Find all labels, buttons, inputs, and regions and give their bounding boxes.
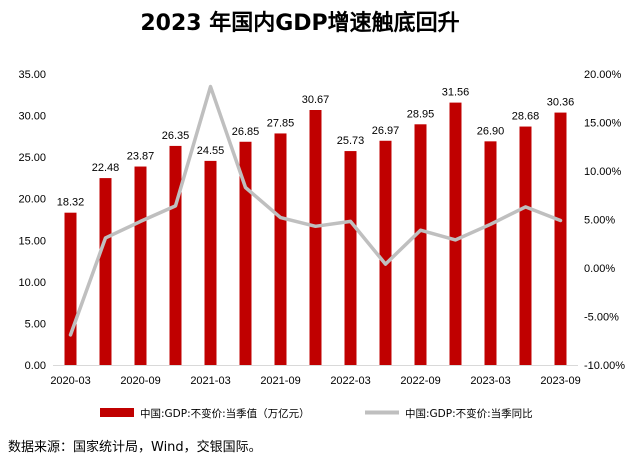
- bar-data-label: 25.73: [337, 135, 365, 147]
- bar: [484, 141, 497, 365]
- bar-data-label: 26.90: [477, 125, 505, 137]
- x-tick-label: 2023-03: [470, 375, 510, 387]
- y-right-tick-label: -10.00%: [584, 360, 625, 372]
- yoy-growth-line: [68, 84, 563, 337]
- y-left-tick-label: 30.00: [18, 111, 46, 123]
- bar-data-label: 28.95: [407, 108, 435, 120]
- x-tick-label: 2020-03: [50, 375, 90, 387]
- bar: [554, 112, 567, 366]
- y-right-tick-label: 20.00%: [584, 69, 622, 81]
- x-tick-label: 2020-09: [120, 375, 160, 387]
- y-left-tick-label: 20.00: [18, 194, 46, 206]
- y-left-tick-label: 10.00: [18, 277, 46, 289]
- x-tick-label: 2021-09: [260, 375, 300, 387]
- bar: [274, 133, 287, 365]
- legend-swatch-bar: [100, 408, 134, 417]
- y-left-tick-label: 5.00: [25, 318, 46, 330]
- y-left-tick-label: 35.00: [18, 69, 46, 81]
- bar-data-label: 18.32: [57, 197, 85, 209]
- bar: [204, 160, 217, 365]
- bar: [309, 110, 322, 365]
- bar-data-label: 26.35: [162, 130, 190, 142]
- bar-data-label: 26.97: [372, 125, 400, 137]
- bar-data-label: 23.87: [127, 151, 155, 163]
- x-tick-label: 2021-03: [190, 375, 230, 387]
- bar: [134, 166, 147, 365]
- bar-data-label: 30.67: [302, 94, 330, 106]
- bar: [449, 102, 462, 366]
- bar-data-label: 27.85: [267, 117, 295, 129]
- y-right-tick-label: -5.00%: [584, 312, 619, 324]
- bar-data-label: 24.55: [197, 145, 225, 157]
- y-left-tick-label: 25.00: [18, 152, 46, 164]
- plot-area: 0.00 5.00 10.00 15.00 20.00 25.00 30.00 35.00 -1…: [18, 69, 625, 387]
- bar-data-label: 31.56: [442, 87, 470, 99]
- bar: [414, 124, 427, 366]
- y-right-tick-label: 15.00%: [584, 118, 622, 130]
- bar: [239, 141, 252, 365]
- y-left-tick-label: 0.00: [25, 360, 46, 372]
- bar: [99, 178, 112, 365]
- source-note: 数据来源：国家统计局，Wind，交银国际。: [8, 439, 262, 455]
- x-tick-label: 2022-09: [400, 375, 440, 387]
- y-left-tick-label: 15.00: [18, 235, 46, 247]
- bar: [344, 151, 357, 365]
- bar-data-label: 26.85: [232, 126, 260, 138]
- x-tick-label: 2022-03: [330, 375, 370, 387]
- legend-label-bar: 中国:GDP:不变价:当季值（万亿元）: [140, 407, 310, 420]
- chart-title: 2023 年国内GDP增速触底回升: [140, 10, 459, 36]
- bar-data-label: 22.48: [92, 162, 120, 174]
- bar: [379, 140, 392, 365]
- bar: [519, 126, 532, 365]
- bar: [169, 145, 182, 365]
- y-right-tick-label: 5.00%: [584, 215, 615, 227]
- bar-data-label: 30.36: [547, 97, 575, 109]
- bar: [64, 212, 77, 365]
- legend-label-line: 中国:GDP:不变价:当季同比: [405, 407, 533, 420]
- bar-data-label: 28.68: [512, 111, 540, 123]
- legend: 中国:GDP:不变价:当季值（万亿元） 中国:GDP:不变价:当季同比: [100, 407, 533, 420]
- y-right-tick-label: 10.00%: [584, 166, 622, 178]
- y-right-tick-label: 0.00%: [584, 263, 615, 275]
- x-tick-label: 2023-09: [540, 375, 580, 387]
